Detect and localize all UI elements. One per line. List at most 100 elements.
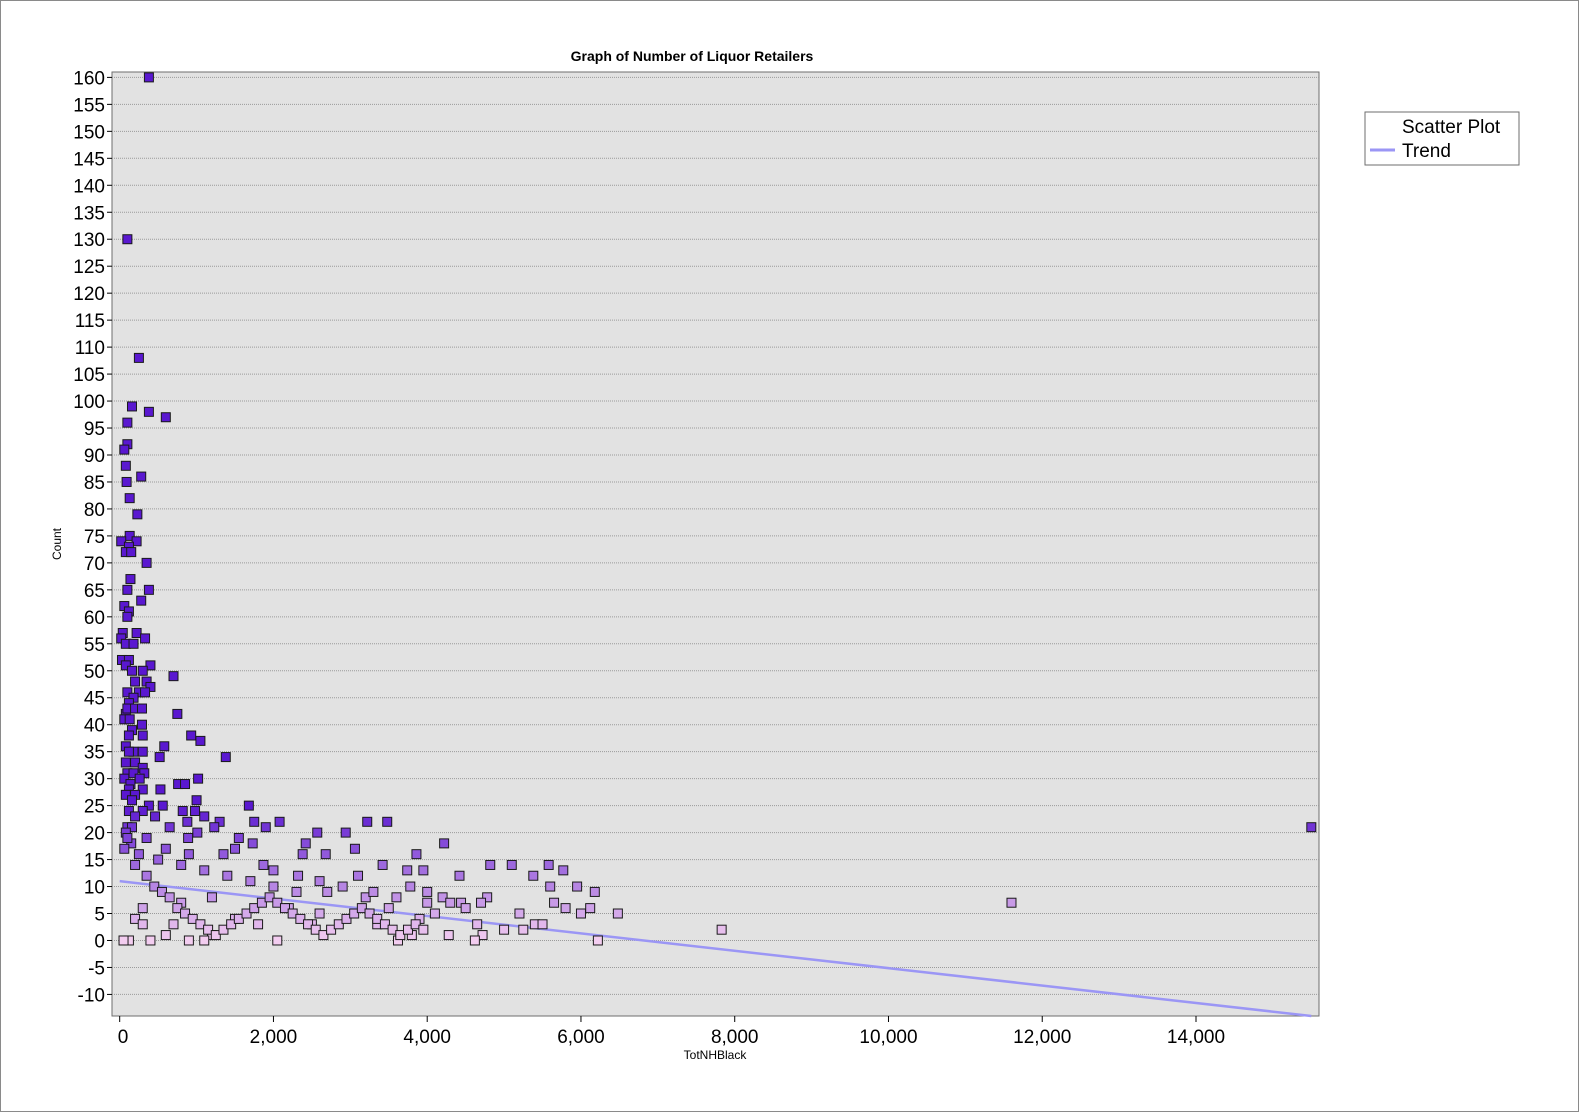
- trend-line-layer: [119, 879, 1312, 1018]
- scatter-point: [1306, 822, 1317, 833]
- scatter-point: [274, 816, 285, 827]
- scatter-point: [131, 628, 142, 639]
- scatter-point: [429, 908, 440, 919]
- scatter-point: [141, 557, 152, 568]
- scatter-point: [176, 859, 187, 870]
- y-tick-label: 145: [73, 149, 105, 170]
- scatter-point: [528, 870, 539, 881]
- scatter-point: [226, 919, 237, 930]
- y-tick-label: 55: [84, 635, 105, 656]
- scatter-point: [314, 876, 325, 887]
- scatter-point: [137, 746, 148, 757]
- scatter-point: [186, 730, 197, 741]
- scatter-point: [322, 886, 333, 897]
- scatter-point: [360, 892, 371, 903]
- scatter-point: [272, 935, 283, 946]
- scatter-point: [183, 849, 194, 860]
- scatter-point: [387, 924, 398, 935]
- scatter-point: [122, 234, 133, 245]
- scatter-point: [183, 935, 194, 946]
- x-tick-label: 10,000: [859, 1027, 917, 1048]
- scatter-point: [209, 822, 220, 833]
- scatter-point: [312, 827, 323, 838]
- scatter-point: [123, 730, 134, 741]
- scatter-point: [134, 773, 145, 784]
- scatter-point: [143, 800, 154, 811]
- scatter-point: [372, 913, 383, 924]
- scatter-point: [172, 708, 183, 719]
- scatter-point: [120, 660, 131, 671]
- y-tick-label: 75: [84, 527, 105, 548]
- scatter-point: [123, 746, 134, 757]
- scatter-point: [422, 886, 433, 897]
- scatter-point: [199, 935, 210, 946]
- y-tick-label: 30: [84, 770, 105, 791]
- scatter-point: [172, 903, 183, 914]
- y-tick-label: 65: [84, 581, 105, 602]
- scatter-point: [300, 838, 311, 849]
- scatter-point: [141, 870, 152, 881]
- scatter-point: [287, 908, 298, 919]
- y-tick-label: -10: [78, 985, 105, 1006]
- scatter-point: [218, 849, 229, 860]
- scatter-point: [190, 806, 201, 817]
- x-tick-label: 14,000: [1167, 1027, 1225, 1048]
- y-tick-label: 20: [84, 824, 105, 845]
- scatter-point: [402, 924, 413, 935]
- scatter-point: [333, 919, 344, 930]
- scatter-point: [506, 859, 517, 870]
- x-tick-label: 8,000: [711, 1027, 759, 1048]
- scatter-point: [116, 536, 127, 547]
- y-tick-label: 95: [84, 419, 105, 440]
- scatter-point: [469, 935, 480, 946]
- scatter-point: [193, 773, 204, 784]
- scatter-point: [222, 870, 233, 881]
- scatter-point: [612, 908, 623, 919]
- y-tick-label: 70: [84, 554, 105, 575]
- scatter-point: [157, 800, 168, 811]
- scatter-point: [379, 919, 390, 930]
- scatter-point: [145, 935, 156, 946]
- scatter-point: [383, 903, 394, 914]
- scatter-point: [220, 752, 231, 763]
- scatter-point: [130, 859, 141, 870]
- scatter-point: [136, 471, 147, 482]
- scatter-point: [460, 903, 471, 914]
- scatter-point: [256, 897, 267, 908]
- scatter-point: [126, 665, 137, 676]
- scatter-point: [326, 924, 337, 935]
- scatter-point: [160, 412, 171, 423]
- scatter-point: [160, 843, 171, 854]
- scatter-point: [249, 903, 260, 914]
- scatter-point: [258, 859, 269, 870]
- scatter-point: [268, 865, 279, 876]
- scatter-point: [295, 913, 306, 924]
- y-tick-label: 50: [84, 662, 105, 683]
- scatter-point: [192, 827, 203, 838]
- y-tick-label: 115: [75, 311, 105, 332]
- scatter-point: [130, 811, 141, 822]
- scatter-point: [260, 822, 271, 833]
- x-tick-label: 0: [118, 1027, 129, 1048]
- scatter-point: [136, 703, 147, 714]
- scatter-point: [130, 913, 141, 924]
- scatter-point: [337, 881, 348, 892]
- scatter-point: [1006, 897, 1017, 908]
- y-tick-label: 45: [84, 689, 105, 710]
- scatter-point: [137, 784, 148, 795]
- scatter-point: [130, 676, 141, 687]
- scatter-point: [183, 832, 194, 843]
- y-tick-label: 60: [84, 608, 105, 629]
- scatter-point: [143, 584, 154, 595]
- x-axis-ticks: 0 2,000 4,000 6,000 8,000 10,000 12,000 14,000: [118, 1016, 1225, 1048]
- scatter-point: [159, 741, 170, 752]
- scatter-point: [122, 611, 133, 622]
- scatter-point: [126, 401, 137, 412]
- scatter-point: [149, 881, 160, 892]
- y-tick-label: 5: [94, 905, 105, 926]
- scatter-point: [122, 417, 133, 428]
- scatter-point: [253, 919, 264, 930]
- scatter-point: [180, 779, 191, 790]
- y-tick-label: 40: [84, 716, 105, 737]
- scatter-point: [368, 886, 379, 897]
